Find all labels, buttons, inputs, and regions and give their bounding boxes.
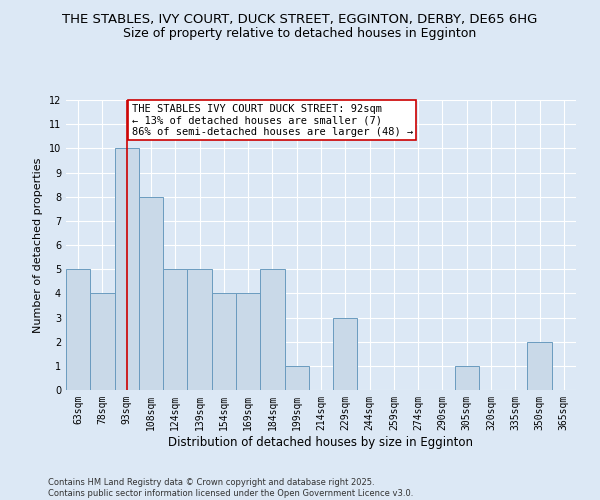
Y-axis label: Number of detached properties: Number of detached properties bbox=[33, 158, 43, 332]
Bar bbox=[333, 318, 358, 390]
Bar bbox=[163, 269, 187, 390]
Bar bbox=[284, 366, 309, 390]
Bar bbox=[527, 342, 552, 390]
Bar bbox=[66, 269, 90, 390]
Bar bbox=[115, 148, 139, 390]
Bar bbox=[236, 294, 260, 390]
Bar bbox=[187, 269, 212, 390]
Text: THE STABLES IVY COURT DUCK STREET: 92sqm
← 13% of detached houses are smaller (7: THE STABLES IVY COURT DUCK STREET: 92sqm… bbox=[131, 104, 413, 137]
Bar bbox=[212, 294, 236, 390]
Bar bbox=[260, 269, 284, 390]
Bar bbox=[90, 294, 115, 390]
Bar bbox=[455, 366, 479, 390]
Bar bbox=[139, 196, 163, 390]
Text: THE STABLES, IVY COURT, DUCK STREET, EGGINTON, DERBY, DE65 6HG: THE STABLES, IVY COURT, DUCK STREET, EGG… bbox=[62, 12, 538, 26]
X-axis label: Distribution of detached houses by size in Egginton: Distribution of detached houses by size … bbox=[169, 436, 473, 448]
Text: Size of property relative to detached houses in Egginton: Size of property relative to detached ho… bbox=[124, 28, 476, 40]
Text: Contains HM Land Registry data © Crown copyright and database right 2025.
Contai: Contains HM Land Registry data © Crown c… bbox=[48, 478, 413, 498]
